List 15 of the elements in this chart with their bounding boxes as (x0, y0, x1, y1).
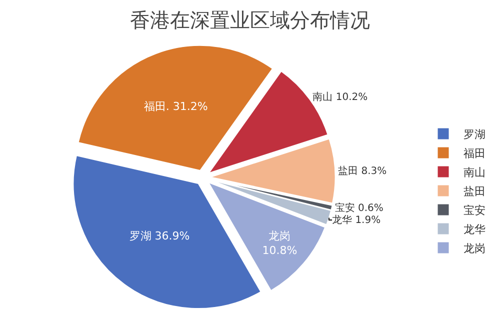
data-label: 龙岗 10.8% (262, 230, 298, 257)
legend-label: 福田 (463, 147, 486, 160)
data-label: 盐田 8.3% (338, 164, 387, 177)
legend-label: 龙岗 (463, 242, 486, 256)
legend-label: 罗湖 (463, 128, 486, 142)
data-label: 南山 10.2% (312, 91, 368, 104)
data-label: 龙华 1.9% (332, 214, 381, 226)
legend-label: 南山 (463, 166, 486, 180)
data-label: 罗湖 36.9% (129, 229, 190, 242)
data-label: 福田. 31.2% (144, 100, 208, 114)
legend-label: 宝安 (463, 204, 486, 218)
legend-label: 盐田 (463, 185, 486, 198)
chart-title: 香港在深置业区域分布情况 (130, 8, 370, 32)
data-label: 宝安 0.6% (334, 202, 384, 214)
legend-label: 龙华 (463, 223, 486, 236)
